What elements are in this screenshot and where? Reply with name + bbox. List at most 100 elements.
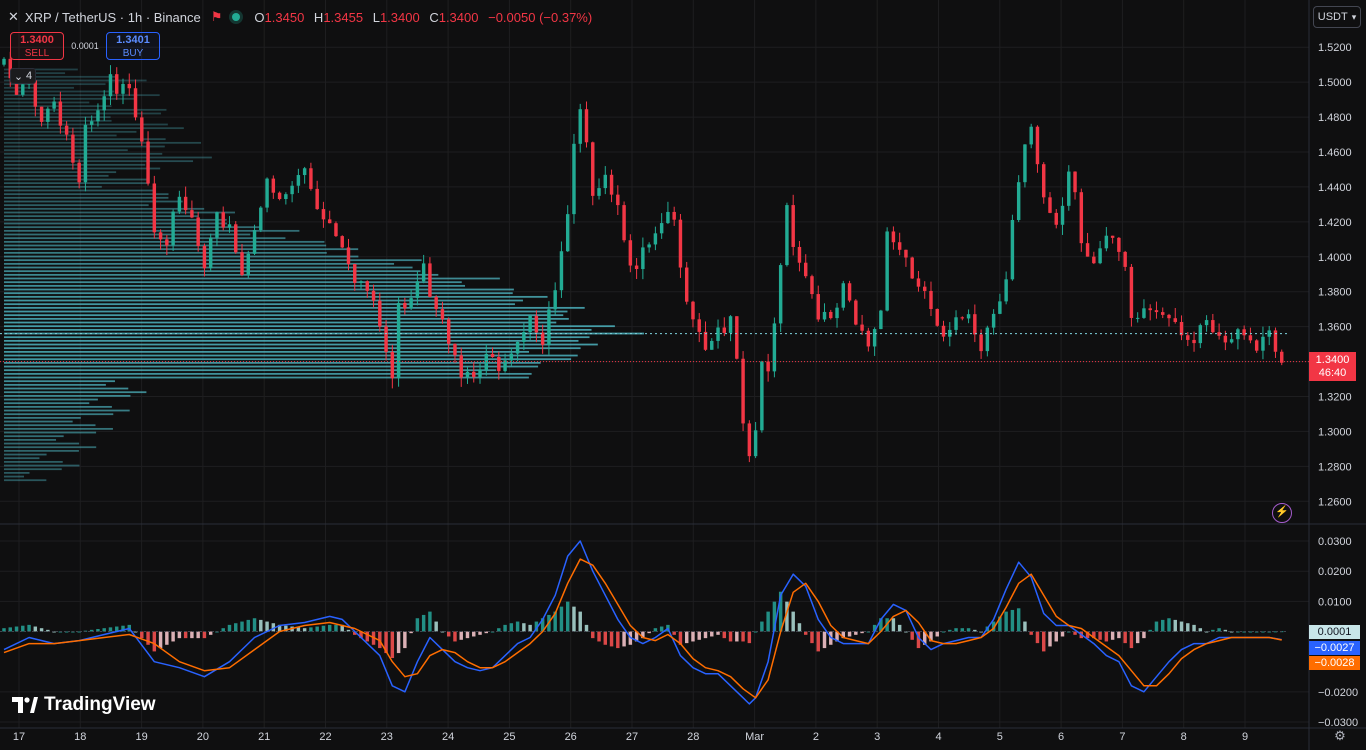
candle-down [1179, 315, 1184, 341]
tradingview-logo[interactable]: TradingView [12, 694, 156, 716]
candle-down [860, 314, 864, 335]
candle-up [2, 57, 6, 67]
candle-up [478, 362, 482, 384]
volume-profile-bar [4, 314, 564, 317]
macd-histogram-bar [415, 618, 420, 632]
price-axis-tick: 1.5000 [1318, 77, 1352, 89]
candle-body [208, 237, 213, 269]
settings-icon[interactable]: ⚙ [1334, 728, 1346, 743]
price-axis-tick: 1.4800 [1318, 112, 1352, 124]
candle-body [121, 83, 125, 94]
candle-up [1098, 240, 1102, 265]
candle-body [922, 286, 927, 291]
candle-body [146, 141, 150, 184]
candle-body [1254, 340, 1259, 351]
candle-down [221, 206, 225, 231]
candle-up [409, 289, 413, 311]
lightning-icon[interactable]: ⚡ [1272, 503, 1292, 523]
candle-body [21, 84, 25, 95]
macd-histogram-bar [121, 625, 125, 632]
candle-body [77, 162, 81, 183]
candle-up [284, 192, 288, 205]
candle-up [991, 309, 996, 335]
macd-histogram-bar [64, 631, 69, 633]
macd-histogram-bar [296, 627, 301, 632]
candle-up [177, 190, 182, 214]
sell-button[interactable]: 1.3400 SELL [10, 32, 64, 60]
last-price-value: 1.3400 [1315, 354, 1350, 366]
candle-body [572, 143, 576, 215]
candle-up [835, 303, 839, 328]
candle-up [396, 296, 401, 387]
volume-profile-bar [4, 468, 62, 471]
candle-body [735, 316, 739, 359]
indicator-count: 4 [26, 70, 33, 82]
volume-profile-bar [4, 116, 111, 119]
candle-down [77, 159, 81, 189]
candle-down [271, 175, 276, 199]
candle-down [327, 210, 332, 224]
volume-profile-bar [4, 457, 40, 460]
price-axis-tick: 1.3000 [1318, 426, 1352, 438]
candle-body [1073, 171, 1077, 193]
ohlc-high-label: H [313, 9, 324, 25]
candle-up [641, 237, 645, 280]
candle-down [1161, 307, 1165, 319]
volume-profile-bar [4, 350, 530, 353]
candle-body [252, 230, 257, 254]
candle-down [459, 347, 463, 387]
candle-body [810, 276, 814, 295]
volume-profile-bar [4, 149, 128, 152]
candle-down [390, 344, 395, 389]
candle-body [515, 341, 520, 354]
candle-body [108, 74, 113, 97]
candle-body [578, 109, 582, 144]
macd-histogram-bar [1104, 631, 1109, 642]
volume-profile [4, 68, 644, 482]
candle-down [1073, 171, 1077, 200]
candle-down [196, 211, 200, 252]
candle-down [1117, 236, 1121, 261]
volume-profile-bar [4, 174, 109, 177]
candle-down [202, 243, 207, 277]
macd-histogram-bar [641, 631, 645, 639]
candle-body [271, 178, 276, 193]
candle-up [415, 271, 420, 306]
candle-up [1060, 197, 1065, 235]
indicators-toggle-button[interactable]: ⌄ 4 [10, 68, 36, 84]
flag-icon[interactable]: ⚑ [210, 9, 223, 24]
volume-profile-bar [4, 383, 106, 386]
candle-up [716, 319, 720, 349]
candle-down [929, 281, 933, 317]
candle-down [916, 270, 921, 292]
currency-button[interactable]: USDT ▾ [1313, 6, 1361, 28]
volume-profile-bar [4, 299, 523, 302]
candle-body [835, 307, 839, 319]
volume-profile-bar [4, 332, 644, 335]
candle-down [1042, 162, 1046, 204]
macd-histogram-bar [265, 621, 269, 632]
macd-histogram-bar [854, 631, 858, 635]
candle-down [453, 343, 457, 363]
macd-histogram-bar [1273, 631, 1278, 633]
close-icon[interactable]: ✕ [8, 9, 19, 24]
candle-down [403, 297, 407, 315]
candle-down [371, 284, 376, 308]
candle-up [1142, 299, 1146, 319]
macd-histogram-bar [384, 631, 388, 654]
time-axis-tick: 17 [13, 731, 25, 743]
candle-up [1029, 123, 1033, 149]
candle-body [791, 205, 795, 247]
candle-up [879, 309, 883, 330]
buy-button[interactable]: 1.3401 BUY [106, 32, 160, 60]
volume-profile-bar [4, 204, 149, 207]
candle-down [1217, 323, 1221, 340]
candle-body [446, 319, 451, 344]
volume-profile-bar [4, 262, 395, 265]
candle-down [678, 213, 683, 278]
candle-body [177, 196, 182, 212]
symbol-title[interactable]: XRP / TetherUS · 1h · Binance [24, 9, 201, 25]
price-axis-tick: 1.4000 [1318, 252, 1352, 264]
